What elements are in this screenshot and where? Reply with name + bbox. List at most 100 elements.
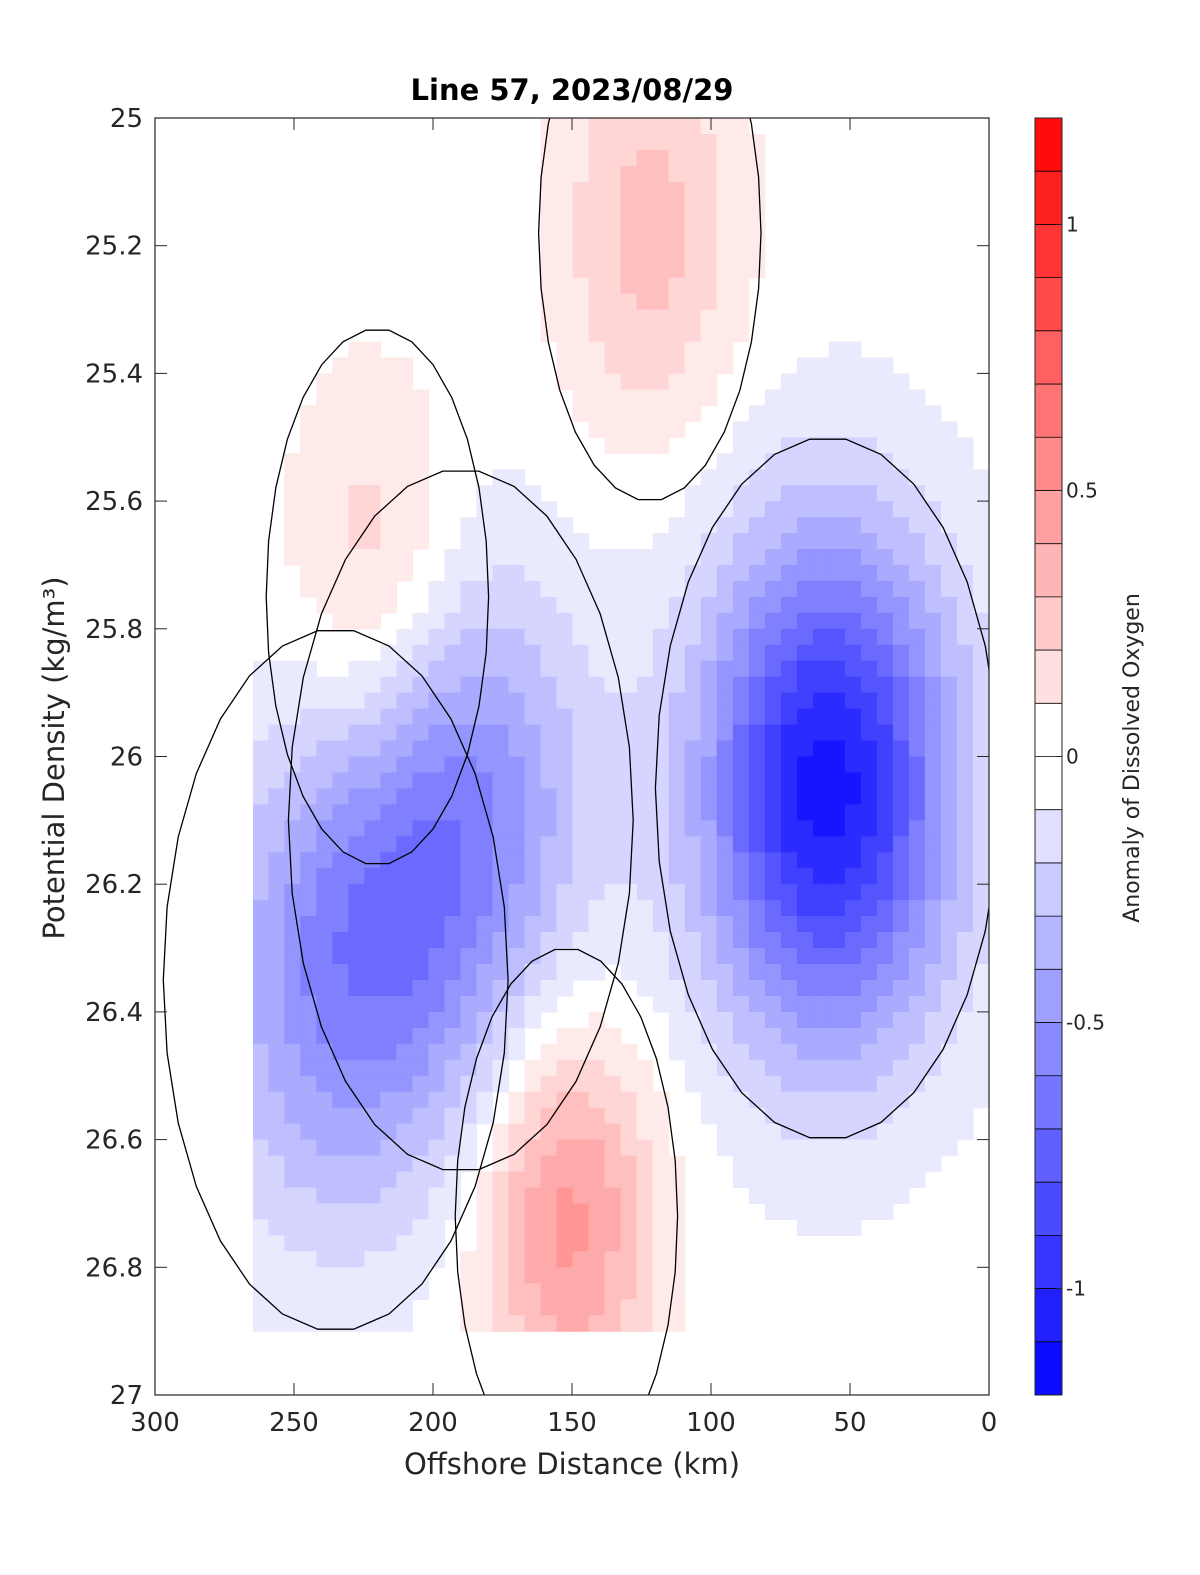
field-cell [492, 485, 510, 502]
field-cell [284, 1283, 301, 1300]
field-cell [540, 884, 558, 901]
field-cell [332, 1027, 349, 1045]
field-cell [668, 1267, 686, 1284]
field-cell [604, 852, 622, 869]
field-cell [348, 580, 365, 598]
field-cell [844, 995, 862, 1013]
field-cell [924, 900, 942, 917]
field-cell [492, 1123, 510, 1141]
field-cell [588, 389, 606, 406]
field-cell [796, 1059, 814, 1077]
field-cell [284, 1267, 301, 1284]
field-cell [316, 1315, 333, 1332]
field-cell [412, 1043, 430, 1061]
field-cell [412, 948, 430, 965]
field-cell [828, 341, 846, 359]
field-cell [748, 1011, 766, 1029]
y-tick-label: 25 [110, 104, 143, 134]
field-cell [748, 580, 766, 598]
field-cell [732, 501, 750, 518]
field-cell [572, 708, 590, 726]
field-cell [652, 596, 670, 614]
field-cell [380, 1075, 397, 1093]
field-cell [588, 964, 606, 981]
field-cell [620, 277, 638, 295]
field-cell [732, 612, 750, 630]
field-cell [876, 1187, 894, 1205]
field-cell [284, 804, 301, 821]
field-cell [892, 868, 910, 885]
field-cell [941, 501, 958, 518]
field-cell [973, 868, 989, 885]
field-cell [348, 852, 365, 869]
colorbar-tick-label: -1 [1066, 1277, 1086, 1301]
field-cell [316, 916, 333, 933]
field-cell [636, 580, 654, 598]
field-cell [396, 564, 413, 582]
field-cell [700, 804, 718, 821]
field-cell [572, 788, 590, 805]
field-cell [892, 389, 910, 406]
field-cell [892, 373, 910, 390]
field-cell [812, 421, 830, 438]
field-cell [668, 708, 686, 726]
field-cell [716, 149, 734, 167]
field-cell [620, 1059, 638, 1077]
field-cell [716, 980, 734, 997]
field-cell [556, 1187, 574, 1205]
field-cell [540, 580, 558, 598]
field-cell [620, 1107, 638, 1125]
field-cell [684, 660, 702, 678]
field-cell [300, 932, 317, 949]
field-cell [492, 1171, 510, 1189]
field-cell [253, 868, 269, 885]
field-cell [604, 1283, 622, 1300]
field-cell [796, 628, 814, 646]
field-cell [941, 804, 958, 821]
field-cell [957, 1091, 974, 1109]
field-cell [572, 804, 590, 821]
field-cell [668, 1315, 686, 1332]
field-cell [892, 740, 910, 758]
field-cell [540, 564, 558, 582]
field-cell [284, 900, 301, 917]
field-cell [444, 772, 462, 790]
field-cell [716, 564, 734, 582]
field-cell [460, 884, 478, 901]
field-cell [396, 852, 413, 869]
field-cell [684, 261, 702, 279]
field-cell [700, 1059, 718, 1077]
field-cell [860, 533, 878, 550]
field-cell [412, 772, 430, 790]
colorbar-tick-label: -0.5 [1066, 1011, 1105, 1035]
field-cell [348, 1235, 365, 1252]
field-cell [652, 612, 670, 630]
field-cell [508, 580, 526, 598]
field-cell [396, 1315, 413, 1332]
field-cell [572, 676, 590, 694]
field-cell [588, 1315, 606, 1332]
field-cell [348, 453, 365, 470]
field-cell [876, 948, 894, 965]
field-cell [444, 1011, 462, 1029]
field-cell [524, 1155, 542, 1173]
field-cell [348, 1043, 365, 1061]
field-cell [892, 995, 910, 1013]
field-cell [684, 1075, 702, 1093]
field-cell [957, 836, 974, 853]
field-cell [973, 948, 989, 965]
field-cell [732, 134, 750, 151]
field-cell [364, 1155, 381, 1173]
field-cell [268, 995, 285, 1013]
field-cell [876, 485, 894, 502]
field-cell [348, 964, 365, 981]
field-cell [364, 1267, 381, 1284]
field-cell [716, 134, 734, 151]
field-cell [364, 692, 381, 710]
field-cell [380, 1187, 397, 1205]
field-cell [636, 612, 654, 630]
field-cell [332, 453, 349, 470]
field-cell [268, 1235, 285, 1252]
field-cell [364, 1283, 381, 1300]
contour-line [654, 438, 989, 1139]
